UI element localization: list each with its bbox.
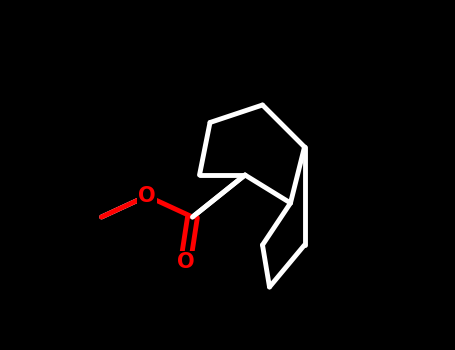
Text: O: O	[138, 186, 156, 206]
Text: O: O	[177, 252, 194, 273]
